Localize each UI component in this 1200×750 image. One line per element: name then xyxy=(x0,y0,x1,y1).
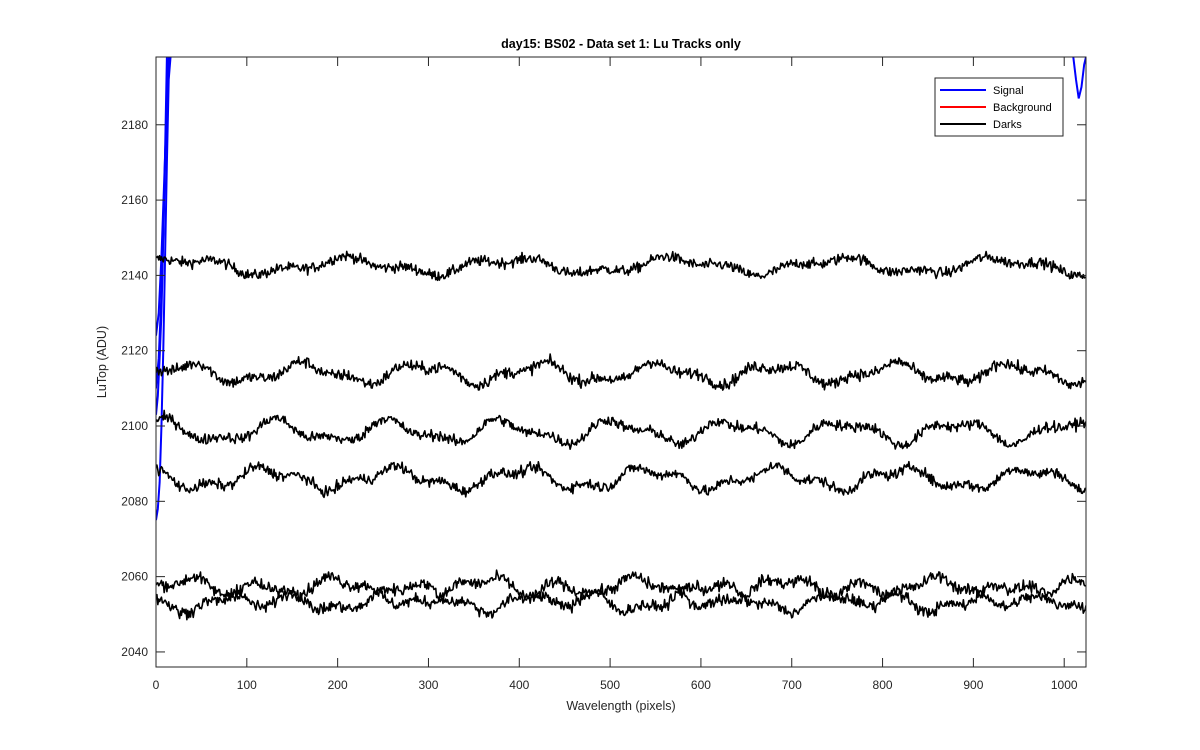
y-axis-label: LuTop (ADU) xyxy=(95,326,109,398)
x-tick-label: 1000 xyxy=(1051,678,1078,692)
y-tick-label: 2060 xyxy=(121,570,148,584)
darks-track-line-2 xyxy=(156,353,1086,391)
y-tick-label: 2120 xyxy=(121,344,148,358)
x-tick-label: 100 xyxy=(237,678,257,692)
plot-background xyxy=(156,57,1086,667)
x-tick-label: 900 xyxy=(963,678,983,692)
x-tick-label: 200 xyxy=(328,678,348,692)
y-tick-label: 2160 xyxy=(121,193,148,207)
y-tick-label: 2040 xyxy=(121,645,148,659)
legend-label-darks: Darks xyxy=(993,119,1022,131)
x-tick-label: 600 xyxy=(691,678,711,692)
series-layer xyxy=(156,57,1086,621)
y-tick-label: 2100 xyxy=(121,419,148,433)
darks-track-line-5 xyxy=(156,569,1086,614)
y-tick-label: 2080 xyxy=(121,494,148,508)
plot-frame xyxy=(155,56,1087,668)
legend-label-signal: Signal xyxy=(993,85,1024,97)
x-tick-label: 300 xyxy=(418,678,438,692)
x-tick-label: 800 xyxy=(873,678,893,692)
darks-track-line-6 xyxy=(156,575,1086,621)
chart-title: day15: BS02 - Data set 1: Lu Tracks only xyxy=(501,37,741,51)
x-tick-label: 700 xyxy=(782,678,802,692)
tick-layer: 0 100 200 300 400 500 600 700 800 900 1000 2040 2060… xyxy=(121,57,1086,692)
legend: Signal Background Darks xyxy=(934,77,1064,137)
x-tick-label: 400 xyxy=(509,678,529,692)
y-tick-label: 2140 xyxy=(121,268,148,282)
y-tick-label: 2180 xyxy=(121,118,148,132)
x-axis-label: Wavelength (pixels) xyxy=(566,699,675,713)
darks-track-line-1 xyxy=(156,250,1086,282)
darks-track-line-4 xyxy=(156,460,1086,499)
x-tick-label: 500 xyxy=(600,678,620,692)
legend-label-background: Background xyxy=(993,102,1052,114)
x-tick-label: 0 xyxy=(153,678,160,692)
signal-line-segment-5 xyxy=(1072,57,1086,99)
darks-track-line-3 xyxy=(156,409,1086,451)
plot-area: 0 100 200 300 400 500 600 700 800 900 1000 2040 2060… xyxy=(121,56,1087,692)
